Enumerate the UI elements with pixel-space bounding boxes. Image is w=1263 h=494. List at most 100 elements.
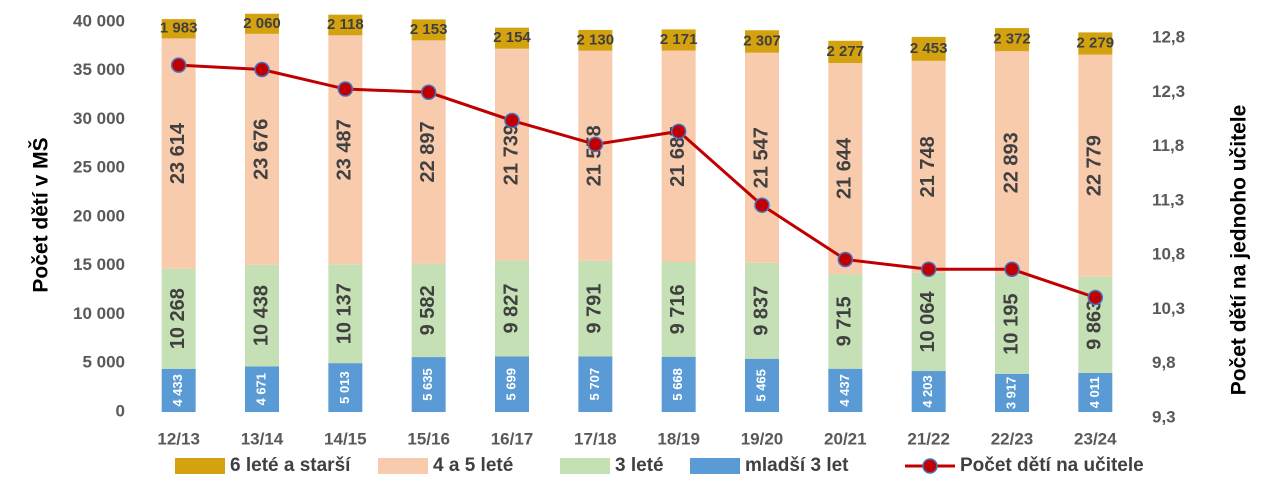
legend-swatch — [560, 458, 610, 474]
y-tick-label: 30 000 — [73, 109, 125, 128]
data-label: 5 699 — [503, 368, 518, 401]
data-label: 3 917 — [1003, 377, 1018, 410]
line-marker — [754, 197, 770, 213]
data-label: 21 644 — [834, 137, 856, 199]
y-tick-label: 35 000 — [73, 60, 125, 79]
data-label: 10 438 — [250, 285, 272, 346]
data-label: 23 676 — [250, 119, 272, 180]
y2-tick-label: 11,8 — [1152, 136, 1184, 155]
data-label: 2 060 — [243, 15, 281, 32]
data-label: 4 437 — [837, 374, 852, 407]
bar-segment — [661, 29, 696, 51]
data-label: 9 863 — [1084, 300, 1106, 350]
bar-segment — [828, 62, 863, 275]
bar-segment — [995, 28, 1029, 52]
data-label: 10 137 — [334, 283, 356, 344]
y-axis-label: Počet dětí v MŠ — [29, 137, 53, 292]
data-label: 2 372 — [993, 31, 1031, 48]
bar-segment — [828, 368, 863, 412]
bar-segment — [161, 368, 196, 412]
y2-tick-label: 11,3 — [1152, 190, 1184, 209]
data-label: 5 668 — [670, 368, 685, 401]
line-marker — [420, 84, 437, 101]
data-label: 21 748 — [917, 136, 939, 197]
line-marker — [670, 123, 687, 140]
bar-segment — [161, 38, 196, 269]
legend-label: 6 leté a starší — [230, 455, 351, 476]
bar-segment — [911, 60, 946, 273]
x-tick-label: 22/23 — [991, 429, 1034, 448]
legend-label: 4 a 5 leté — [433, 455, 513, 476]
data-label: 22 779 — [1084, 135, 1106, 196]
bar-segment — [411, 357, 446, 412]
bar-segment — [1078, 372, 1113, 412]
bar-segment — [411, 40, 446, 264]
x-tick-label: 15/16 — [407, 429, 450, 448]
line-marker — [170, 57, 187, 73]
bar-segment — [411, 263, 446, 358]
bar-segment — [661, 262, 696, 357]
data-label: 2 130 — [577, 31, 615, 48]
bar-segment — [911, 272, 946, 372]
data-label: 10 195 — [1000, 294, 1022, 355]
data-label: 21 685 — [667, 126, 689, 187]
y-tick-label: 20 000 — [73, 206, 125, 225]
legend-swatch — [378, 458, 428, 474]
bar-segment — [411, 19, 446, 41]
bar-segment — [995, 274, 1029, 374]
y-tick-label: 25 000 — [73, 158, 125, 177]
legend-swatch — [175, 458, 225, 474]
bar-segment — [328, 14, 363, 36]
data-label: 2 279 — [1077, 34, 1115, 51]
data-label: 9 716 — [667, 284, 689, 334]
y2-tick-label: 10,3 — [1152, 299, 1185, 318]
data-label: 2 153 — [410, 21, 448, 38]
line-marker — [1087, 289, 1104, 306]
y2-tick-label: 12,3 — [1152, 82, 1185, 101]
bar-segment — [245, 13, 279, 34]
bar-segment — [328, 363, 363, 412]
x-tick-label: 12/13 — [157, 429, 200, 448]
data-label: 5 707 — [587, 368, 602, 401]
data-label: 23 487 — [334, 119, 356, 180]
y2-tick-label: 9,3 — [1152, 407, 1176, 426]
line-marker — [837, 251, 854, 268]
data-label: 10 268 — [167, 288, 189, 349]
data-label: 2 453 — [910, 40, 948, 57]
data-label: 22 897 — [417, 121, 439, 182]
data-label: 4 011 — [1087, 377, 1102, 409]
data-label: 2 154 — [493, 29, 531, 46]
bar-segment — [1078, 32, 1113, 55]
bar-segment — [745, 262, 779, 359]
bar-segment — [578, 260, 613, 357]
legend-label: Počet dětí na učitele — [960, 455, 1144, 476]
data-label: 9 791 — [584, 284, 606, 334]
bar-segment — [328, 35, 363, 265]
data-label: 1 983 — [160, 20, 198, 37]
data-label: 22 893 — [1000, 132, 1022, 193]
bar-segment — [995, 373, 1029, 412]
bar-segment — [745, 358, 779, 412]
data-label: 10 064 — [917, 290, 939, 352]
data-label: 21 739 — [500, 124, 522, 185]
bar-segment — [995, 51, 1029, 275]
x-tick-label: 19/20 — [741, 429, 784, 448]
bar-segment — [495, 27, 529, 49]
x-tick-label: 16/17 — [491, 429, 534, 448]
data-label: 23 614 — [167, 122, 189, 184]
data-label: 9 582 — [417, 285, 439, 335]
line-marker — [1004, 261, 1020, 278]
y-tick-label: 40 000 — [73, 11, 125, 30]
data-label: 9 715 — [834, 296, 856, 346]
bar-segment — [661, 50, 696, 263]
bar-segment — [495, 260, 529, 357]
legend-marker — [922, 458, 938, 474]
bar-segment — [578, 29, 613, 51]
line — [178, 63, 1096, 299]
y2-tick-label: 9,8 — [1152, 353, 1176, 372]
x-tick-label: 23/24 — [1074, 429, 1117, 448]
legend-label: 3 leté — [615, 455, 664, 476]
bar-segment — [578, 356, 613, 412]
x-tick-label: 21/22 — [907, 429, 950, 448]
